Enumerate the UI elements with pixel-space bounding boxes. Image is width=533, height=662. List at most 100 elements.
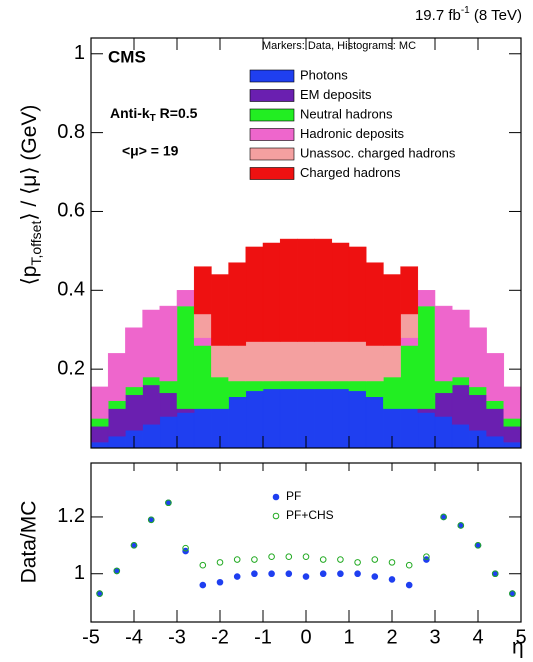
stack-segment <box>90 441 109 449</box>
pileup: <μ> = 19 <box>122 143 179 159</box>
y-tick-label: 0.4 <box>57 279 85 301</box>
stack-segment <box>348 341 367 382</box>
stack-segment <box>176 408 195 413</box>
legend-swatch <box>249 128 295 141</box>
stack-segment <box>228 380 247 398</box>
ratio-y-label: Data/MC <box>18 501 41 584</box>
stack-segment <box>245 341 264 382</box>
stack-segment <box>434 305 453 382</box>
y-tick-label: 0.6 <box>57 200 85 222</box>
stack-segment <box>176 290 195 307</box>
x-tick-label: -4 <box>125 626 143 648</box>
ylabel-rest: ⟩ / ⟨μ⟩ (GeV) <box>18 105 41 221</box>
stack-segment <box>125 386 143 396</box>
data-point <box>509 590 516 597</box>
stack-segment <box>107 400 126 409</box>
stack-segment <box>279 238 298 342</box>
stack-segment <box>314 341 333 382</box>
data-point <box>371 556 379 563</box>
stack-segment <box>383 376 401 409</box>
stack-segment <box>211 274 229 346</box>
data-point <box>216 559 224 566</box>
stack-segment <box>348 390 367 449</box>
stack-segment <box>383 345 401 378</box>
stack-segment <box>400 408 419 449</box>
y-tick-label: 0.2 <box>57 357 85 379</box>
experiment: CMS <box>108 47 146 66</box>
legend-label: PF+CHS <box>286 508 334 522</box>
stack-segment <box>434 380 453 394</box>
stack-segment <box>365 345 384 382</box>
stack-segment <box>314 388 333 449</box>
y-axis-label: ⟨pT,offset⟩ / ⟨μ⟩ (GeV) <box>18 105 44 286</box>
data-point <box>405 561 413 569</box>
data-point <box>337 570 344 578</box>
lumi-exp: -1 <box>461 5 470 16</box>
legend-label: Neutral hadrons <box>300 106 393 121</box>
data-point <box>319 570 327 578</box>
data-point <box>96 590 103 597</box>
stack-segment <box>486 408 505 437</box>
data-point <box>165 499 172 507</box>
stack-segment <box>107 435 126 449</box>
data-point <box>268 570 275 578</box>
data-point <box>354 559 361 566</box>
stack-segment <box>245 390 264 449</box>
lumi: 19.7 fb <box>415 7 461 24</box>
algo-param: R=0.5 <box>156 105 198 121</box>
legend-swatch <box>249 108 295 122</box>
data-point <box>474 542 482 549</box>
stack-segment <box>297 380 315 390</box>
stack-segment <box>503 418 522 427</box>
stack-segment <box>176 412 195 449</box>
y-tick-label: 1 <box>74 42 85 64</box>
stack-segment <box>331 388 350 449</box>
ratio-panel: 1 1.2 -5 -4 -3 -2 -1 0 1 2 3 4 5 <box>57 462 527 648</box>
stack-segment <box>193 337 212 346</box>
lumi-label: 19.7 fb-1 (8 TeV) <box>415 5 522 24</box>
data-point <box>251 556 258 563</box>
x-tick-label: -1 <box>254 626 272 648</box>
stack-segment <box>434 416 453 449</box>
data-point <box>130 542 138 549</box>
stack-segment <box>107 408 126 437</box>
stack-segment <box>159 305 178 382</box>
stack-segment <box>417 412 436 449</box>
plot-frame <box>90 462 522 623</box>
legend-marker <box>272 493 280 501</box>
stack-segment <box>314 380 333 390</box>
stack-segment <box>228 262 247 346</box>
data-point <box>388 559 396 566</box>
x-tick-label: -5 <box>82 626 100 648</box>
stack-segment <box>125 327 143 388</box>
stack-segment <box>159 416 178 449</box>
stack-segment <box>90 418 109 427</box>
legend-swatch <box>249 69 295 83</box>
stack-segment <box>331 380 350 390</box>
stack-segment <box>486 435 505 449</box>
x-tick-label: 5 <box>515 626 526 648</box>
data-point <box>233 573 241 580</box>
stack-segment <box>193 345 212 409</box>
data-point <box>285 570 293 578</box>
stack-segment <box>451 424 470 449</box>
x-tick-label: -2 <box>211 626 229 648</box>
stack-segment <box>417 305 436 409</box>
stack-segment <box>417 290 436 307</box>
data-point <box>251 570 258 578</box>
data-point <box>147 516 155 524</box>
stack-segment <box>434 392 453 417</box>
stack-segment <box>503 386 522 419</box>
stack-segment <box>142 424 161 449</box>
stack-segment <box>297 341 315 382</box>
stack-segment <box>400 313 419 338</box>
data-point <box>423 553 430 560</box>
x-axis-label: η <box>512 636 524 659</box>
x-tick-label: -3 <box>168 626 186 648</box>
stack-segment <box>159 392 178 417</box>
plot-frame <box>90 37 522 449</box>
stack-segment <box>451 376 470 386</box>
stack-segment <box>279 341 298 382</box>
stack-segment <box>469 327 487 388</box>
data-point <box>440 513 447 521</box>
